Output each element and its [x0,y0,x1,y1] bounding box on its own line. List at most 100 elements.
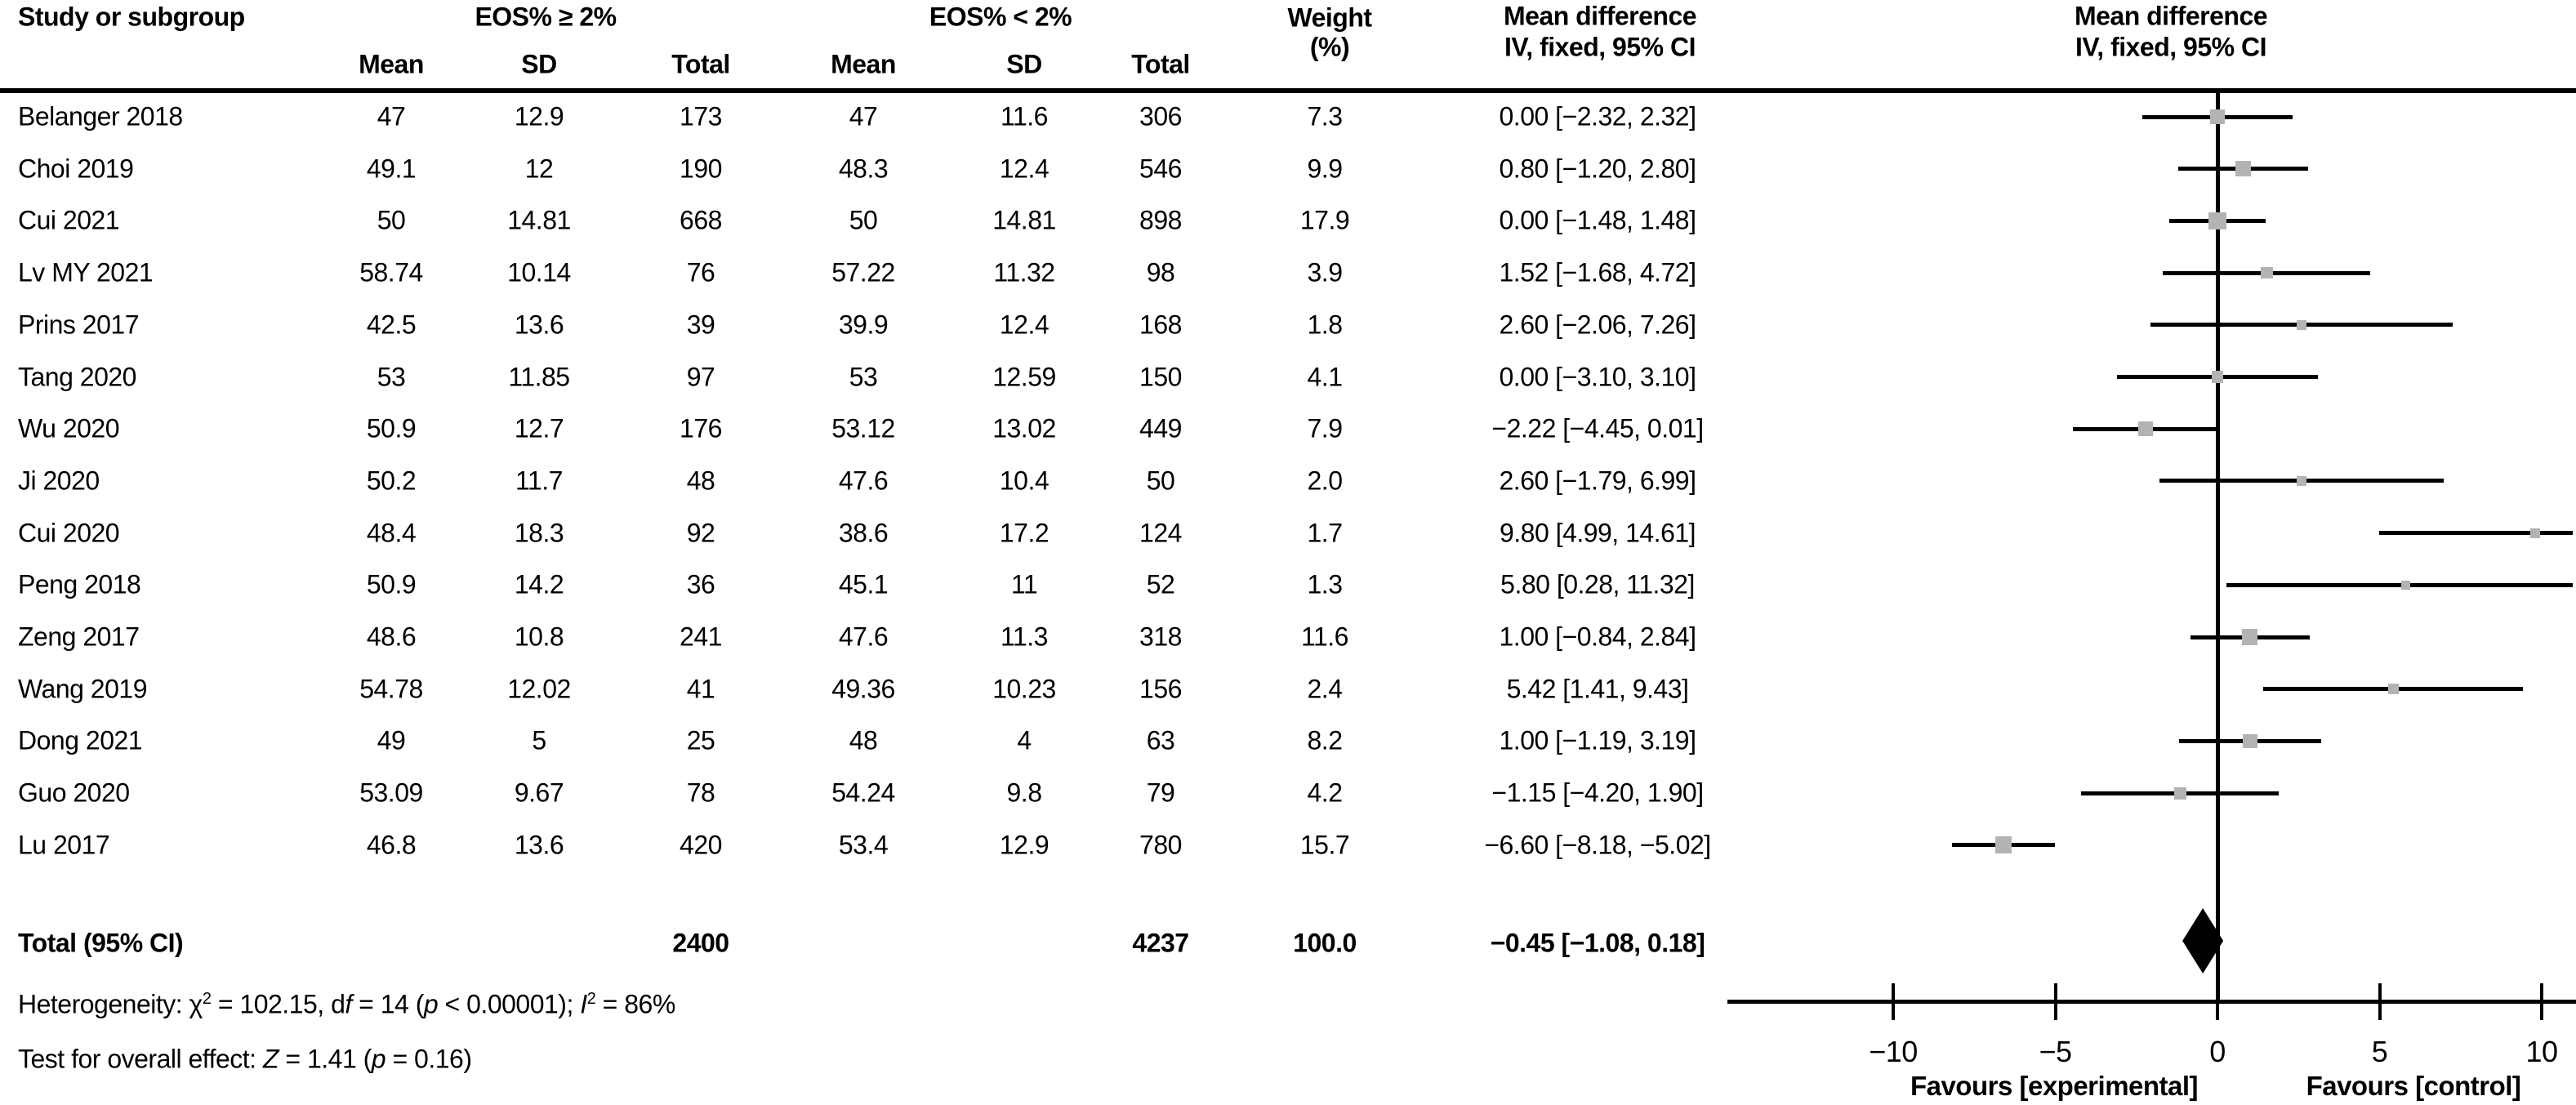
header-total1: Total [671,49,730,79]
study-total2: 50 [1146,466,1175,496]
study-name: Lu 2017 [18,830,110,860]
study-ci_text: 0.00 [−3.10, 3.10] [1499,362,1696,391]
total-row-total2: 4237 [1132,928,1189,958]
study-sd1: 14.81 [507,205,571,235]
study-sd2: 12.4 [999,310,1050,340]
study-name: Prins 2017 [18,310,139,340]
study-mean2: 50 [849,205,878,235]
study-mean2: 47.6 [838,622,889,652]
favours-experimental-label: Favours [experimental] [1910,1071,2199,1101]
chi-squared-sup: 2 [202,989,212,1008]
study-name: Wang 2019 [18,674,147,704]
study-ci_text: 0.80 [−1.20, 2.80] [1499,154,1696,184]
total-row-label: Total (95% CI) [18,928,184,958]
study-ci_text: −6.60 [−8.18, −5.02] [1484,830,1711,860]
study-total1: 241 [680,622,722,652]
study-mean1: 42.5 [366,310,417,340]
total-row-total1: 2400 [672,928,729,958]
header-md-line2: IV, fixed, 95% CI [1504,32,1696,62]
study-name: Tang 2020 [18,362,136,391]
study-total1: 25 [686,725,715,755]
study-sd1: 12 [524,154,554,184]
study-ci_text: 5.42 [1.41, 9.43] [1506,674,1689,704]
study-mean2: 38.6 [838,518,889,548]
header-weight-line2: (%) [1309,32,1350,62]
study-mean1: 46.8 [366,830,417,860]
study-sd2: 17.2 [999,518,1050,548]
effect-marker [2242,629,2258,645]
study-ci_text: 2.60 [−2.06, 7.26] [1499,310,1696,340]
study-sd2: 12.9 [999,830,1050,860]
study-mean1: 49.1 [366,154,417,184]
study-ci_text: 1.52 [−1.68, 4.72] [1499,257,1696,287]
header-study-column: Study or subgroup [18,2,245,32]
header-md-line1: Mean difference [1503,1,1697,31]
header-group1-label: EOS% ≥ 2% [475,2,617,32]
study-total2: 546 [1139,154,1182,184]
study-mean1: 48.6 [366,622,417,652]
ci-line [2379,531,2573,536]
study-total2: 168 [1139,310,1182,340]
study-mean1: 47 [377,101,406,131]
study-ci_text: 9.80 [4.99, 14.61] [1499,518,1696,548]
study-weight: 7.9 [1307,413,1343,443]
study-name: Choi 2019 [18,154,134,184]
study-total2: 63 [1146,725,1175,755]
study-sd2: 10.23 [992,674,1056,704]
x-axis-tick-label: 5 [2371,1035,2388,1068]
study-weight: 4.1 [1307,362,1343,391]
study-total1: 39 [686,310,715,340]
header-plot-md-line1: Mean difference [2074,1,2268,31]
study-mean1: 49 [377,725,406,755]
favours-control-label: Favours [control] [2306,1071,2521,1101]
header-rule [0,88,2576,93]
study-mean1: 50 [377,205,406,235]
total-row-ci: −0.45 [−1.08, 0.18] [1490,928,1705,958]
study-sd2: 9.8 [1006,778,1042,808]
effect-marker [2387,684,2399,695]
study-name: Guo 2020 [18,778,130,808]
study-sd1: 12.7 [514,413,564,443]
study-sd1: 10.8 [514,622,564,652]
x-axis-tick-label: −10 [1869,1035,1918,1068]
effect-marker [2297,319,2307,330]
study-mean1: 48.4 [366,518,417,548]
study-total2: 52 [1146,569,1175,599]
effect-marker [2400,580,2410,590]
total-row-weight: 100.0 [1293,928,1357,958]
study-sd1: 18.3 [514,518,564,548]
study-total1: 78 [686,778,715,808]
zero-line [2216,93,2220,1004]
study-sd1: 9.67 [514,778,564,808]
overall-effect-text: Test for overall effect: [18,1044,263,1074]
x-axis-tick [2378,983,2382,1020]
study-sd1: 5 [532,725,546,755]
header-group2-label: EOS% < 2% [929,2,1072,32]
study-weight: 2.0 [1307,466,1343,496]
study-sd1: 11.85 [508,362,570,391]
study-total1: 41 [686,674,715,704]
study-weight: 7.3 [1307,101,1343,131]
study-total2: 449 [1139,413,1182,443]
overall-effect-line: Test for overall effect: Z = 1.41 (p = 0… [18,1044,472,1074]
effect-marker [2242,733,2257,749]
study-weight: 15.7 [1299,830,1350,860]
study-sd2: 10.4 [999,466,1050,496]
study-sd1: 13.6 [514,830,564,860]
study-weight: 3.9 [1307,257,1343,287]
study-weight: 11.6 [1301,622,1348,652]
study-mean1: 58.74 [359,257,423,287]
study-total1: 48 [686,466,715,496]
study-mean2: 53 [849,362,878,391]
study-total2: 124 [1139,518,1182,548]
study-weight: 1.8 [1307,310,1343,340]
study-sd1: 12.02 [507,674,571,704]
study-sd1: 13.6 [514,310,564,340]
study-name: Dong 2021 [18,725,143,755]
study-mean2: 48 [849,725,878,755]
study-mean2: 54.24 [831,778,895,808]
x-axis-tick-label: 0 [2209,1035,2226,1068]
effect-marker [2208,212,2226,230]
ci-line [2226,582,2573,587]
